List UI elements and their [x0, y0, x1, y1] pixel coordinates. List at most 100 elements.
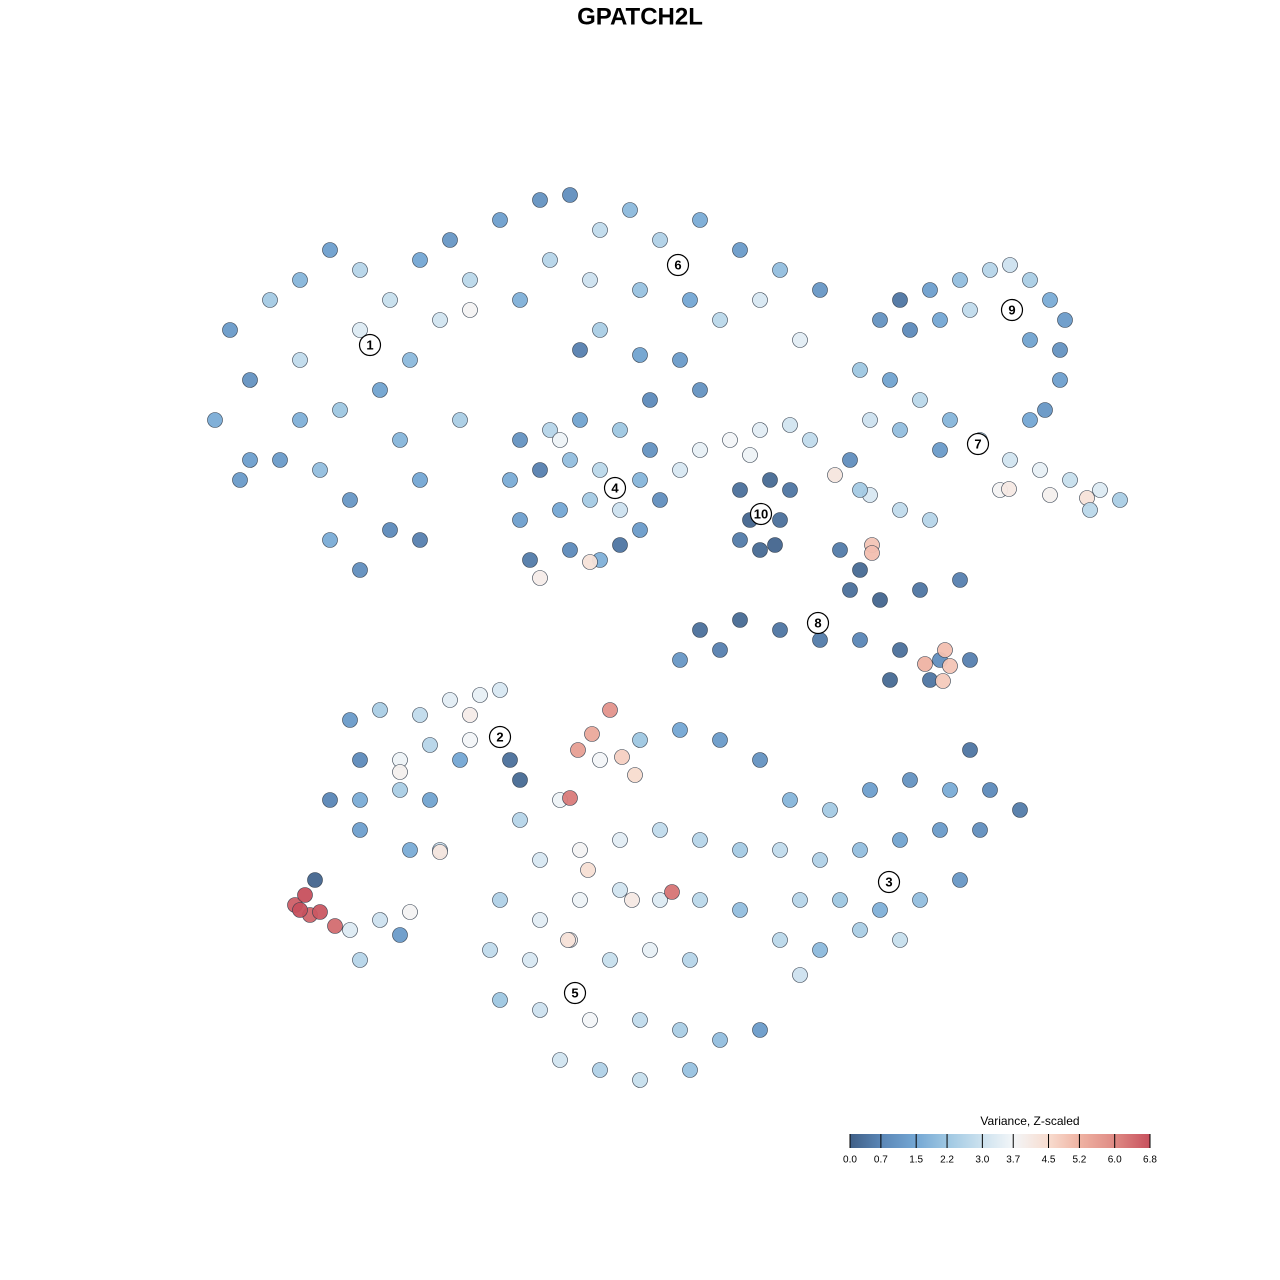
cell-point [562, 452, 578, 468]
cell-point [772, 512, 788, 528]
cluster-marker [563, 981, 587, 1005]
cell-point [802, 432, 818, 448]
cell-point [767, 537, 783, 553]
cell-point [935, 673, 951, 689]
cell-point [912, 892, 928, 908]
cell-point [932, 442, 948, 458]
cell-point [502, 472, 518, 488]
cell-point [492, 992, 508, 1008]
cell-point [512, 512, 528, 528]
cell-point [452, 752, 468, 768]
cluster-marker [603, 476, 627, 500]
cluster-marker [877, 870, 901, 894]
cell-point [412, 707, 428, 723]
cell-point [772, 932, 788, 948]
cell-point [892, 642, 908, 658]
cell-point [1057, 312, 1073, 328]
cluster-marker [358, 333, 382, 357]
colorbar-tick-label: 0.0 [843, 1155, 857, 1166]
cell-point [792, 332, 808, 348]
cell-point [762, 472, 778, 488]
cell-point [942, 412, 958, 428]
colorbar-tick-label: 3.7 [1006, 1155, 1020, 1166]
cell-point [672, 462, 688, 478]
cell-point [872, 312, 888, 328]
colorbar-tick-label: 3.0 [975, 1155, 989, 1166]
cell-point [532, 462, 548, 478]
cell-point [292, 902, 308, 918]
cell-point [627, 767, 643, 783]
cluster-marker [966, 432, 990, 456]
cell-point [372, 702, 388, 718]
cell-point [862, 782, 878, 798]
cell-point [552, 432, 568, 448]
cell-point [592, 222, 608, 238]
cell-point [352, 262, 368, 278]
cell-point [672, 352, 688, 368]
cell-point [562, 542, 578, 558]
cell-point [892, 832, 908, 848]
cluster-label: 9 [1008, 302, 1015, 317]
colorbar-tick-label: 6.0 [1108, 1155, 1122, 1166]
cell-point [342, 922, 358, 938]
cell-point [592, 1062, 608, 1078]
cell-point [1022, 412, 1038, 428]
cell-point [892, 502, 908, 518]
cell-point [852, 922, 868, 938]
cell-point [812, 852, 828, 868]
cell-point [560, 932, 576, 948]
cell-point [962, 652, 978, 668]
cell-point [642, 392, 658, 408]
cell-point [782, 417, 798, 433]
cell-point [892, 292, 908, 308]
cell-point [1052, 342, 1068, 358]
cell-point [772, 622, 788, 638]
cell-point [582, 554, 598, 570]
cell-point [632, 282, 648, 298]
cell-point [592, 462, 608, 478]
cell-point [392, 782, 408, 798]
cell-point [1052, 372, 1068, 388]
cell-point [692, 212, 708, 228]
cell-point [572, 412, 588, 428]
cell-point [342, 712, 358, 728]
cell-point [352, 792, 368, 808]
cell-point [572, 842, 588, 858]
cell-point [902, 772, 918, 788]
cell-point [232, 472, 248, 488]
cell-point [1042, 487, 1058, 503]
cell-point [742, 447, 758, 463]
cell-point [882, 672, 898, 688]
cell-point [812, 632, 828, 648]
cell-point [652, 232, 668, 248]
cell-point [872, 592, 888, 608]
cell-point [1012, 802, 1028, 818]
cell-point [632, 347, 648, 363]
cell-point [1042, 292, 1058, 308]
cell-point [442, 692, 458, 708]
cell-point [322, 792, 338, 808]
cell-point [752, 542, 768, 558]
cell-point [1082, 502, 1098, 518]
cell-point [492, 212, 508, 228]
cell-point [532, 852, 548, 868]
cell-point [692, 892, 708, 908]
cell-point [432, 844, 448, 860]
cell-point [292, 352, 308, 368]
colorbar-tick-label: 1.5 [909, 1155, 923, 1166]
cell-point [852, 362, 868, 378]
cell-point [292, 272, 308, 288]
cell-point [297, 887, 313, 903]
cell-point [692, 442, 708, 458]
cell-point [672, 1022, 688, 1038]
cell-point [612, 832, 628, 848]
cell-point [1032, 462, 1048, 478]
cell-point [882, 372, 898, 388]
cell-point [262, 292, 278, 308]
cell-point [422, 737, 438, 753]
cell-point [1112, 492, 1128, 508]
cell-point [272, 452, 288, 468]
cell-point [732, 612, 748, 628]
cell-point [392, 432, 408, 448]
cell-point [562, 790, 578, 806]
